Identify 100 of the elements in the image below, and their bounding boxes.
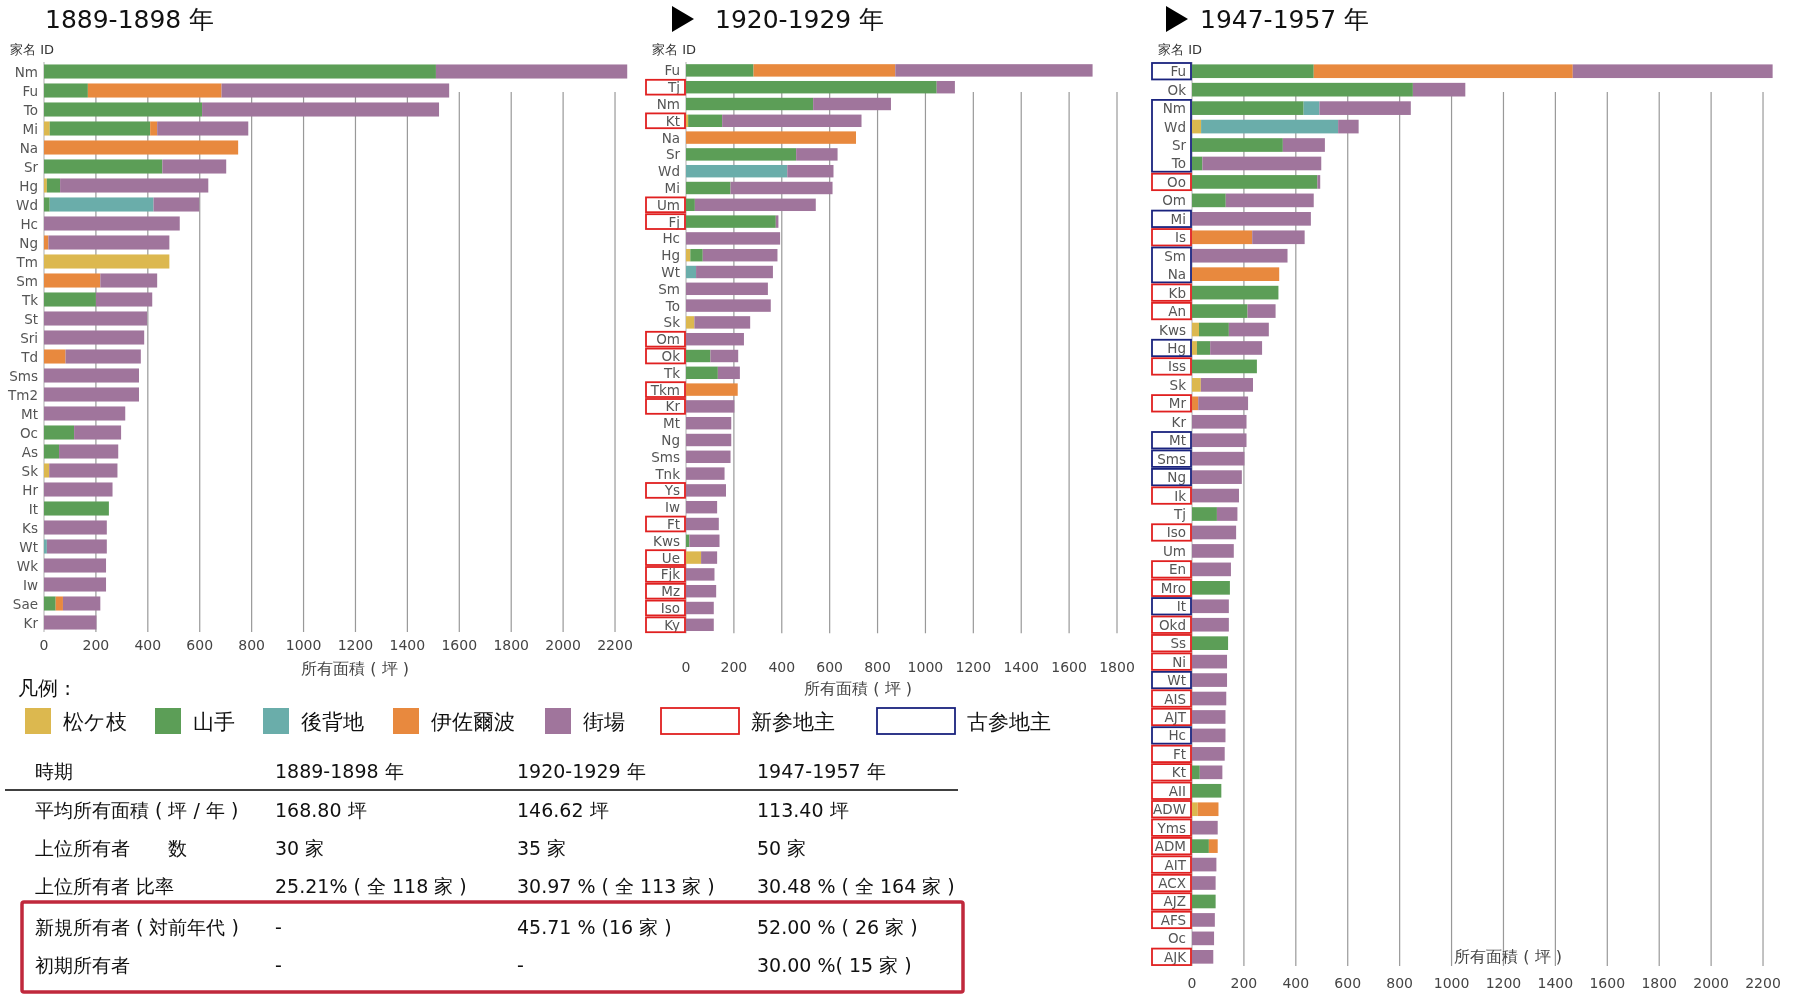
text: 45.71 % (16 家 ) (517, 916, 672, 938)
bar (1192, 562, 1231, 577)
bar (730, 181, 833, 195)
y-tick-label: Fu (664, 62, 680, 79)
bar (1317, 175, 1321, 189)
bar (686, 383, 738, 396)
y-tick-label: Iw (664, 499, 680, 516)
text: 1947-1957 年 (757, 760, 886, 782)
bar (1192, 82, 1413, 97)
y-tick-label: Sri (20, 329, 38, 346)
y-tick-label: Ng (661, 432, 680, 448)
bar (1198, 396, 1249, 411)
y-tick-label: Mi (22, 120, 38, 137)
y-tick-label: It (1176, 598, 1186, 615)
text: 30.48 % ( 全 164 家 ) (757, 875, 955, 897)
x-tick-label: 1600 (441, 637, 478, 653)
bar (1201, 119, 1339, 134)
y-tick-label: Mz (661, 583, 680, 600)
bar (55, 596, 63, 611)
bar (1303, 101, 1320, 115)
y-tick-label: Oo (1167, 173, 1186, 190)
y-tick-label: Wd (658, 163, 680, 180)
bar (49, 197, 154, 212)
bar (686, 349, 711, 363)
y-tick-label: Kr (1171, 413, 1187, 430)
x-tick-label: 1800 (1099, 659, 1135, 675)
bar (435, 64, 628, 79)
bar (686, 416, 732, 430)
y-tick-label: Sae (12, 595, 38, 612)
y-tick-label: Tnk (654, 465, 681, 482)
y-tick-label: Tkm (649, 381, 680, 398)
bar (1192, 341, 1197, 355)
text: 168.80 坪 (275, 799, 367, 821)
text: 30.00 %( 15 家 ) (757, 954, 912, 976)
legend-label: 山手 (193, 710, 235, 734)
bar (1192, 950, 1214, 964)
bar (1192, 581, 1230, 595)
bar (59, 444, 119, 459)
x-tick-label: 1800 (493, 637, 530, 653)
y-tick-label: Sk (21, 462, 39, 479)
y-tick-label: Ue (661, 549, 680, 566)
bar (44, 292, 96, 307)
y-tick-label: Fu (22, 82, 38, 99)
x-axis-title: 所有面積 ( 坪 ) (301, 659, 409, 678)
bar (1216, 507, 1238, 521)
bar (686, 484, 726, 497)
legend-label: 後背地 (301, 710, 364, 734)
bar (1282, 138, 1325, 152)
bar (702, 248, 778, 262)
y-tick-label: Ok (661, 348, 681, 364)
y-tick-label: Hr (22, 481, 39, 498)
bar (686, 316, 695, 329)
y-tick-label: Hc (1168, 727, 1186, 744)
y-tick-label: Wt (1167, 672, 1186, 689)
y-tick-label: AJZ (1163, 893, 1186, 910)
y-tick-label: Mt (663, 415, 680, 432)
x-tick-label: 200 (720, 659, 748, 675)
y-tick-label: Ys (663, 482, 680, 499)
bar (686, 500, 718, 514)
y-tick-label: Iss (1167, 358, 1186, 375)
bar (44, 349, 66, 364)
bar (686, 332, 744, 346)
bar (44, 102, 203, 117)
bar (1192, 673, 1228, 687)
bar (60, 178, 209, 193)
bar (162, 159, 227, 174)
bar (686, 467, 725, 480)
bar (62, 596, 101, 611)
bar (44, 235, 49, 250)
bar (1200, 378, 1253, 392)
bar (1192, 636, 1229, 650)
y-tick-label: Sms (651, 448, 680, 465)
bar (686, 282, 768, 296)
bar (1192, 728, 1226, 743)
y-tick-label: Nm (14, 63, 38, 80)
bar (1228, 322, 1269, 337)
chart-title: 1947-1957 年 (1200, 5, 1370, 34)
bar (696, 265, 773, 279)
x-tick-label: 600 (1334, 975, 1362, 991)
bar (44, 311, 148, 326)
bar (1192, 617, 1229, 632)
y-tick-label: Ni (1172, 653, 1186, 670)
x-tick-label: 1600 (1051, 659, 1087, 675)
bar (686, 299, 771, 312)
bar (202, 102, 440, 117)
y-tick-label: Sr (665, 146, 681, 163)
x-tick-label: 1000 (907, 659, 944, 675)
y-tick-label: ACX (1158, 875, 1186, 892)
y-tick-label: Hc (20, 215, 38, 232)
x-tick-label: 200 (82, 637, 110, 653)
y-tick-label: It (28, 500, 38, 517)
bar (686, 400, 735, 413)
y-tick-label: AJK (1163, 948, 1188, 965)
bar (49, 121, 151, 136)
y-tick-label: AFS (1160, 911, 1186, 928)
y-tick-label: Na (19, 139, 38, 156)
y-tick-label: To (1170, 155, 1186, 172)
y-tick-label: ADW (1153, 801, 1186, 818)
bar (49, 463, 118, 478)
text: 平均所有面積 ( 坪 / 年 ) (35, 799, 239, 821)
